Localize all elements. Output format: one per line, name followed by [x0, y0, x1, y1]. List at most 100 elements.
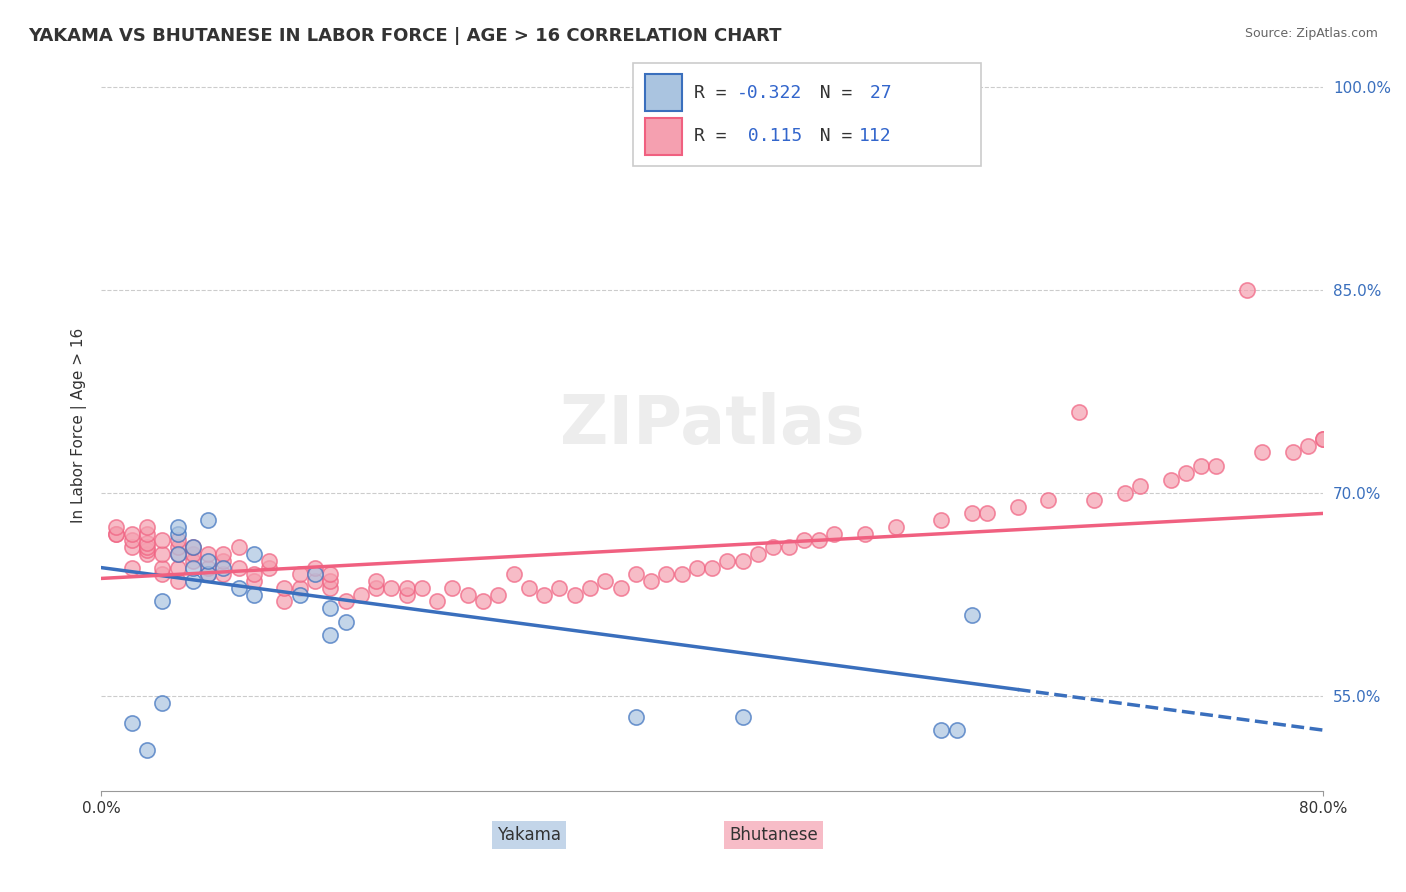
Point [212, 547, 235, 561]
Point [212, 554, 235, 568]
Text: ZIPatlas: ZIPatlas [560, 392, 865, 458]
Point [121, 526, 143, 541]
Text: Yakama: Yakama [496, 826, 561, 844]
Point [136, 536, 159, 550]
Point [181, 547, 204, 561]
Point [273, 581, 295, 595]
Point [335, 594, 357, 608]
Point [808, 533, 831, 548]
Point [1251, 445, 1274, 459]
Point [197, 547, 219, 561]
Point [640, 574, 662, 589]
Text: R =: R = [695, 128, 737, 145]
Point [1114, 486, 1136, 500]
Point [960, 507, 983, 521]
Point [1374, 405, 1396, 419]
Point [136, 547, 159, 561]
Point [366, 581, 388, 595]
Point [166, 541, 188, 555]
Point [1312, 432, 1334, 446]
Point [136, 743, 159, 757]
Point [243, 574, 266, 589]
Point [976, 507, 998, 521]
Point [304, 574, 326, 589]
Bar [633, 63, 981, 166]
Point [1312, 432, 1334, 446]
Point [1083, 492, 1105, 507]
Point [731, 709, 754, 723]
Point [319, 601, 342, 615]
Point [121, 560, 143, 574]
Text: Source: ZipAtlas.com: Source: ZipAtlas.com [1244, 27, 1378, 40]
Point [762, 541, 785, 555]
Point [181, 574, 204, 589]
Point [243, 547, 266, 561]
Point [181, 541, 204, 555]
Point [105, 526, 128, 541]
Point [1281, 445, 1303, 459]
Point [335, 615, 357, 629]
Text: YAKAMA VS BHUTANESE IN LABOR FORCE | AGE > 16 CORRELATION CHART: YAKAMA VS BHUTANESE IN LABOR FORCE | AGE… [28, 27, 782, 45]
Point [288, 567, 311, 582]
Point [304, 567, 326, 582]
Point [288, 581, 311, 595]
Point [166, 560, 188, 574]
Point [671, 567, 693, 582]
Point [304, 560, 326, 574]
Point [395, 581, 418, 595]
Text: 0.115: 0.115 [737, 128, 801, 145]
Point [1358, 411, 1381, 425]
Point [931, 723, 953, 738]
Text: 112: 112 [859, 128, 891, 145]
Point [579, 581, 602, 595]
Point [288, 588, 311, 602]
Point [121, 533, 143, 548]
Point [1129, 479, 1152, 493]
Point [472, 594, 495, 608]
Point [197, 567, 219, 582]
Point [1160, 473, 1182, 487]
Point [395, 588, 418, 602]
Point [166, 547, 188, 561]
Point [931, 513, 953, 527]
Point [426, 594, 449, 608]
Point [197, 567, 219, 582]
Point [609, 581, 631, 595]
Y-axis label: In Labor Force | Age > 16: In Labor Force | Age > 16 [72, 327, 87, 523]
Point [273, 594, 295, 608]
Point [624, 567, 647, 582]
Point [731, 554, 754, 568]
Point [150, 594, 173, 608]
Point [181, 541, 204, 555]
Text: N =: N = [797, 84, 863, 102]
Point [1388, 398, 1406, 412]
Point [517, 581, 540, 595]
Bar [645, 118, 682, 154]
Point [1343, 418, 1365, 433]
Point [166, 574, 188, 589]
Point [793, 533, 815, 548]
Point [366, 574, 388, 589]
Point [105, 526, 128, 541]
Point [380, 581, 402, 595]
Point [257, 554, 280, 568]
Point [136, 520, 159, 534]
Point [136, 543, 159, 558]
Point [564, 588, 586, 602]
Point [1236, 283, 1258, 297]
Point [823, 526, 845, 541]
Point [319, 581, 342, 595]
Point [121, 716, 143, 731]
Point [853, 526, 876, 541]
Point [181, 554, 204, 568]
Point [228, 560, 250, 574]
Text: 27: 27 [859, 84, 891, 102]
Point [1403, 391, 1406, 405]
Point [1067, 405, 1090, 419]
Point [166, 533, 188, 548]
Point [533, 588, 555, 602]
Point [136, 541, 159, 555]
Point [624, 709, 647, 723]
Point [1189, 458, 1212, 473]
Point [593, 574, 616, 589]
